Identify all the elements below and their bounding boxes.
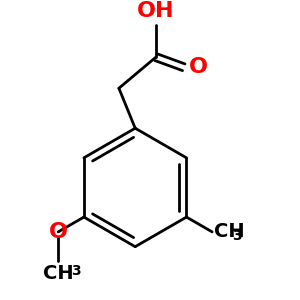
Text: O: O [49,222,68,242]
Text: OH: OH [137,1,175,21]
Text: 3: 3 [71,265,80,278]
Text: CH: CH [43,264,74,283]
Text: 3: 3 [232,229,241,243]
Text: O: O [188,57,208,77]
Text: CH: CH [214,222,244,242]
